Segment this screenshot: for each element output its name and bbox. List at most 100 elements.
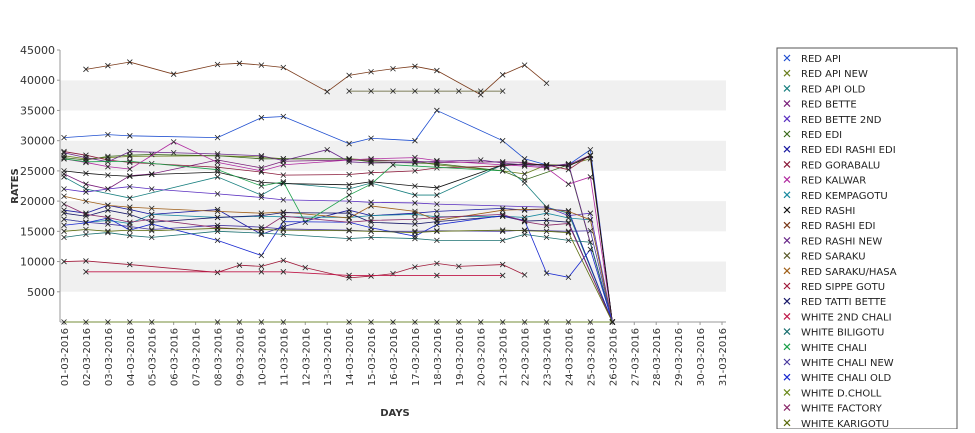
data-point [368, 178, 374, 185]
data-point [127, 219, 133, 226]
legend-item: RED BETTE [783, 100, 857, 111]
data-point [521, 319, 528, 325]
legend-label: RED BETTE [801, 100, 857, 111]
series-path [63, 212, 613, 323]
legend-label: RED KEMPAGOTU [801, 191, 888, 202]
data-point [61, 149, 67, 156]
data-point [565, 181, 572, 187]
data-point [346, 272, 352, 279]
data-point [521, 227, 528, 234]
legend-item: RED BETTE 2ND [783, 115, 882, 126]
data-point [434, 67, 440, 74]
data-point [214, 214, 221, 221]
data-point [324, 146, 330, 153]
data-point [127, 172, 133, 179]
data-point [412, 200, 418, 206]
data-point [543, 228, 550, 235]
data-point [412, 221, 418, 227]
data-point [412, 192, 418, 198]
legend-label: WHITE D.CHOLL [801, 388, 882, 399]
data-point [412, 137, 418, 144]
data-point [368, 203, 374, 209]
x-tick-label: 19-03-2016 [455, 328, 466, 386]
legend-label: WHITE FACTORY [801, 404, 883, 415]
data-point [434, 319, 440, 325]
data-point [499, 160, 506, 166]
legend-item: RED GORABALU [783, 160, 880, 171]
data-point [258, 210, 265, 216]
legend-marker [783, 84, 791, 92]
data-point [280, 172, 287, 178]
data-point [346, 210, 352, 216]
data-point [280, 226, 287, 232]
x-tick-label: 04-03-2016 [126, 328, 137, 386]
data-point [499, 227, 506, 233]
data-point [565, 160, 572, 167]
legend-item: WHITE BILIGOTU [783, 328, 884, 339]
legend-label: WHITE CHALI OLD [801, 373, 891, 384]
data-point [280, 319, 287, 325]
data-point [302, 264, 309, 271]
legend-marker [783, 176, 791, 184]
data-point [83, 159, 89, 166]
data-point [83, 181, 89, 187]
data-point [412, 63, 418, 70]
data-point [127, 261, 133, 268]
data-point [83, 211, 89, 218]
x-tick-label: 24-03-2016 [564, 328, 575, 386]
x-tick-label: 12-03-2016 [301, 328, 312, 386]
series-line [61, 319, 616, 325]
grid-band [60, 110, 726, 141]
legend-label: RED RASHI EDI [801, 221, 876, 232]
series-path [63, 230, 613, 323]
data-point [280, 227, 287, 233]
data-point [434, 158, 440, 165]
data-point [434, 260, 440, 267]
data-point [412, 154, 418, 161]
data-point [148, 186, 155, 192]
data-point [127, 166, 133, 172]
data-point [434, 208, 440, 215]
legend-item: RED KALWAR [783, 176, 866, 187]
data-point [543, 163, 550, 170]
series-path [63, 155, 613, 323]
data-point [148, 226, 155, 233]
legend-item: RED RASHI [783, 206, 855, 217]
legend-marker [783, 358, 791, 366]
data-point [170, 139, 177, 145]
data-point [412, 183, 418, 189]
legend-marker [783, 373, 791, 381]
data-point [456, 88, 462, 94]
grid-band [60, 170, 726, 202]
data-point [368, 160, 374, 166]
data-point [83, 189, 89, 195]
data-point [214, 225, 221, 232]
data-point [587, 246, 594, 253]
data-point [280, 218, 287, 225]
data-point [280, 162, 287, 168]
data-point [521, 206, 528, 213]
legend-marker [783, 267, 791, 275]
y-axis-label: RATES [10, 168, 21, 204]
data-point [236, 262, 243, 268]
data-point [543, 319, 550, 325]
data-point [587, 152, 594, 159]
data-point [83, 170, 89, 177]
data-point [236, 60, 243, 67]
data-point [434, 192, 440, 198]
data-point [61, 258, 67, 265]
data-point [105, 214, 111, 221]
data-point [565, 215, 572, 221]
data-point [543, 210, 550, 216]
data-point [105, 62, 111, 69]
data-point [83, 319, 89, 325]
data-point [280, 64, 287, 71]
legend-label: RED KALWAR [801, 176, 866, 187]
legend-item: RED TATTI BETTE [783, 297, 886, 308]
data-point [346, 227, 352, 234]
grid-band [60, 50, 726, 81]
data-point [105, 186, 111, 192]
data-point [83, 269, 89, 275]
data-point [412, 159, 418, 166]
legend-label: RED API [801, 54, 841, 65]
